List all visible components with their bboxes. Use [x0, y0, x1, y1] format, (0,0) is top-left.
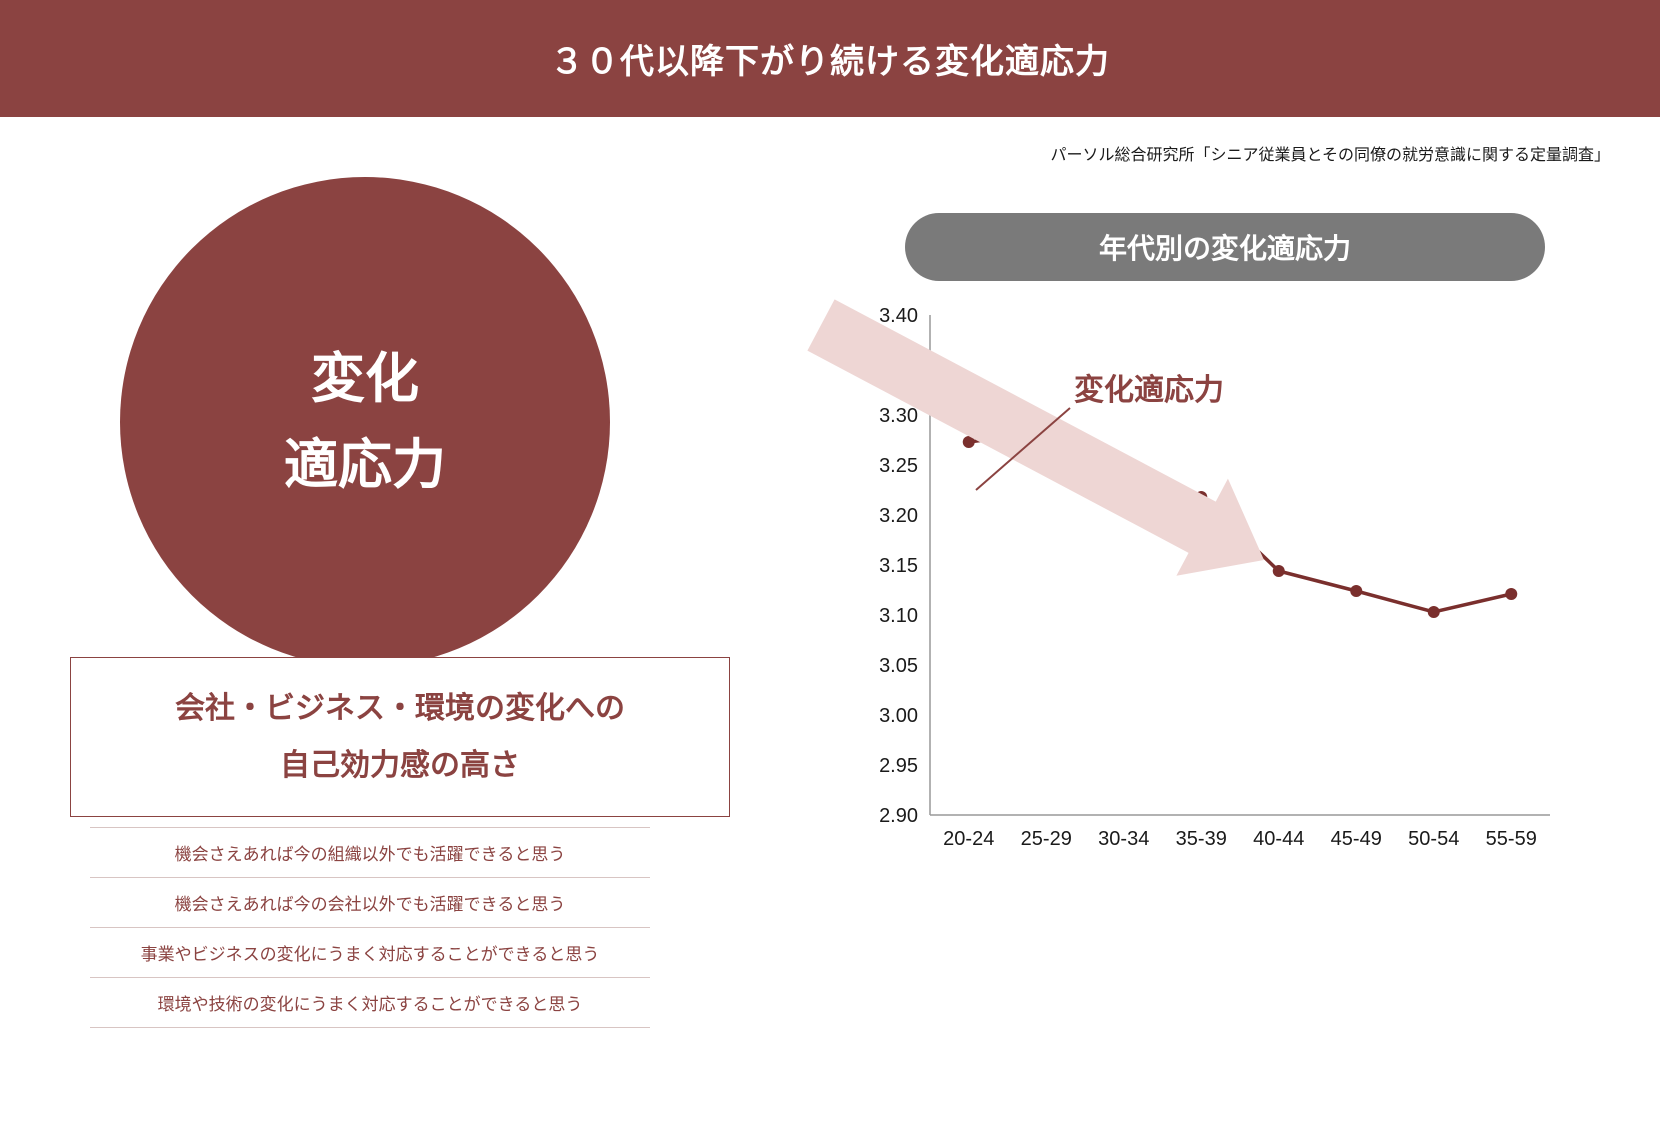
svg-text:2.95: 2.95 — [879, 755, 918, 777]
svg-text:20-24: 20-24 — [943, 828, 994, 850]
svg-text:45-49: 45-49 — [1331, 828, 1382, 850]
svg-text:3.30: 3.30 — [879, 405, 918, 427]
description-line2: 自己効力感の高さ — [81, 737, 719, 794]
survey-items-list: 機会さえあれば今の組織以外でも活躍できると思う機会さえあれば今の会社以外でも活躍… — [90, 827, 650, 1028]
header-bar: ３０代以降下がり続ける変化適応力 — [0, 0, 1660, 117]
svg-text:3.25: 3.25 — [879, 455, 918, 477]
source-note: パーソル総合研究所「シニア従業員とその同僚の就労意識に関する定量調査」 — [830, 141, 1620, 165]
description-line1: 会社・ビジネス・環境の変化への — [81, 680, 719, 737]
concept-circle: 変化 適応力 — [120, 177, 610, 667]
circle-line1: 変化 — [311, 336, 419, 422]
circle-line2: 適応力 — [284, 422, 446, 508]
survey-item: 機会さえあれば今の会社以外でも活躍できると思う — [90, 878, 650, 928]
svg-text:25-29: 25-29 — [1021, 828, 1072, 850]
svg-text:3.35: 3.35 — [879, 355, 918, 377]
description-box: 会社・ビジネス・環境の変化への 自己効力感の高さ — [70, 657, 730, 817]
svg-text:3.20: 3.20 — [879, 505, 918, 527]
survey-item: 環境や技術の変化にうまく対応することができると思う — [90, 978, 650, 1028]
svg-text:55-59: 55-59 — [1486, 828, 1537, 850]
left-column: 変化 適応力 会社・ビジネス・環境の変化への 自己効力感の高さ 機会さえあれば今… — [0, 117, 830, 1117]
chart-container: 2.90 2.95 3.00 3.05 3.10 3.15 3.20 3.25 3.30 3.35… — [860, 305, 1620, 870]
svg-text:2.90: 2.90 — [879, 805, 918, 827]
line-chart: 2.90 2.95 3.00 3.05 3.10 3.15 3.20 3.25 3.30 3.35… — [860, 305, 1560, 865]
svg-text:3.10: 3.10 — [879, 605, 918, 627]
svg-text:30-34: 30-34 — [1098, 828, 1149, 850]
svg-text:35-39: 35-39 — [1176, 828, 1227, 850]
svg-text:40-44: 40-44 — [1253, 828, 1304, 850]
page-title: ３０代以降下がり続ける変化適応力 — [550, 43, 1110, 81]
survey-item: 機会さえあれば今の組織以外でも活躍できると思う — [90, 827, 650, 878]
svg-text:3.00: 3.00 — [879, 705, 918, 727]
chart-title-pill: 年代別の変化適応力 — [905, 213, 1545, 281]
survey-item: 事業やビジネスの変化にうまく対応することができると思う — [90, 928, 650, 978]
svg-text:3.40: 3.40 — [879, 305, 918, 327]
main-area: 変化 適応力 会社・ビジネス・環境の変化への 自己効力感の高さ 機会さえあれば今… — [0, 117, 1660, 1117]
svg-text:50-54: 50-54 — [1408, 828, 1459, 850]
svg-text:3.15: 3.15 — [879, 555, 918, 577]
right-column: パーソル総合研究所「シニア従業員とその同僚の就労意識に関する定量調査」 年代別の… — [830, 117, 1660, 1117]
svg-text:3.05: 3.05 — [879, 655, 918, 677]
